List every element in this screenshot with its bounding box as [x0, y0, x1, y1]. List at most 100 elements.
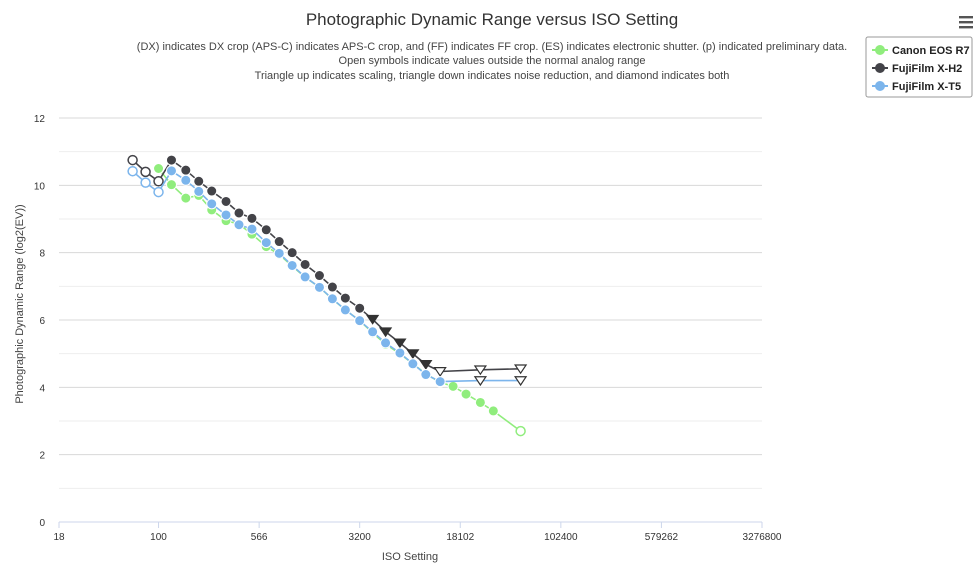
x-axis-title: ISO Setting — [382, 551, 438, 563]
data-point[interactable] — [406, 349, 420, 360]
y-axis-title: Photographic Dynamic Range (log2(EV)) — [14, 204, 26, 403]
data-point[interactable] — [378, 327, 393, 338]
data-point[interactable] — [326, 281, 338, 293]
y-tick-label: 0 — [39, 518, 45, 529]
x-tick-label: 579262 — [645, 532, 679, 543]
data-point[interactable] — [434, 376, 446, 388]
data-point[interactable] — [165, 179, 177, 191]
legend-symbol — [875, 63, 885, 73]
chart-subtitle-line-2: Open symbols indicate values outside the… — [339, 55, 646, 67]
data-point[interactable] — [206, 185, 218, 197]
data-point[interactable] — [193, 185, 205, 197]
data-point[interactable] — [313, 281, 325, 293]
y-tick-label: 8 — [39, 249, 45, 260]
data-point[interactable] — [487, 405, 499, 417]
legend-item[interactable]: FujiFilm X-T5 — [872, 81, 961, 93]
data-point[interactable] — [180, 192, 192, 204]
x-tick-label: 3200 — [349, 532, 372, 543]
series-1 — [127, 154, 528, 377]
data-point[interactable] — [326, 293, 338, 305]
legend-item[interactable]: FujiFilm X-H2 — [872, 63, 962, 75]
data-point[interactable] — [246, 223, 258, 235]
y-tick-label: 4 — [39, 383, 45, 394]
x-tick-label: 102400 — [544, 532, 578, 543]
menu-icon[interactable] — [959, 16, 973, 29]
data-point[interactable] — [433, 367, 447, 377]
data-point[interactable] — [447, 380, 459, 392]
x-tick-label: 566 — [251, 532, 268, 543]
chart-title: Photographic Dynamic Range versus ISO Se… — [306, 10, 678, 29]
data-point[interactable] — [407, 358, 419, 370]
legend-label: FujiFilm X-T5 — [892, 81, 961, 93]
data-point[interactable] — [127, 165, 138, 177]
y-axis-ticks: 0 2 4 6 8 10 12 — [34, 114, 46, 529]
data-point[interactable] — [233, 219, 245, 231]
chart-subtitle-line-1: (DX) indicates DX crop (APS-C) indicates… — [137, 41, 847, 53]
legend-label: Canon EOS R7 — [892, 45, 970, 57]
data-point[interactable] — [153, 176, 164, 187]
data-point[interactable] — [286, 247, 298, 259]
x-tick-label: 100 — [150, 532, 167, 543]
data-point[interactable] — [180, 174, 192, 186]
data-point[interactable] — [473, 376, 488, 387]
data-point[interactable] — [165, 154, 177, 166]
data-point[interactable] — [354, 315, 366, 327]
data-point[interactable] — [140, 177, 151, 188]
series-2 — [127, 165, 528, 388]
y-tick-label: 6 — [39, 316, 45, 327]
data-point[interactable] — [180, 164, 192, 176]
data-point[interactable] — [513, 376, 528, 387]
grid — [59, 117, 762, 489]
data-point[interactable] — [260, 237, 272, 249]
data-point[interactable] — [165, 165, 177, 177]
data-point[interactable] — [513, 364, 528, 375]
legend-label: FujiFilm X-H2 — [892, 63, 962, 75]
x-tick-label: 18 — [53, 532, 65, 543]
series-group — [127, 154, 528, 437]
data-point[interactable] — [246, 212, 258, 224]
data-point[interactable] — [339, 304, 351, 316]
y-tick-label: 12 — [34, 114, 46, 125]
data-point[interactable] — [367, 326, 379, 338]
data-point[interactable] — [273, 247, 285, 259]
data-point[interactable] — [233, 207, 245, 219]
data-point[interactable] — [140, 166, 151, 178]
series-line — [132, 158, 521, 373]
legend-item[interactable]: Canon EOS R7 — [872, 45, 970, 57]
data-point[interactable] — [354, 302, 366, 314]
data-point[interactable] — [153, 163, 165, 174]
legend-symbol — [875, 81, 885, 91]
data-point[interactable] — [286, 259, 298, 271]
data-point[interactable] — [193, 175, 205, 187]
data-point[interactable] — [380, 337, 392, 349]
data-point[interactable] — [153, 186, 164, 198]
chart-subtitle-line-3: Triangle up indicates scaling, triangle … — [255, 70, 730, 82]
data-point[interactable] — [474, 396, 486, 408]
data-point[interactable] — [394, 347, 406, 359]
data-point[interactable] — [460, 388, 472, 400]
x-tick-label: 3276800 — [743, 532, 782, 543]
data-point[interactable] — [393, 338, 407, 349]
data-point[interactable] — [127, 154, 138, 166]
data-point[interactable] — [273, 236, 285, 248]
y-tick-label: 10 — [34, 181, 46, 192]
series-line — [132, 169, 521, 383]
legend: Canon EOS R7 FujiFilm X-H2 FujiFilm X-T5 — [865, 36, 973, 98]
data-point[interactable] — [299, 271, 311, 283]
data-point[interactable] — [260, 224, 272, 236]
data-point[interactable] — [313, 270, 325, 282]
legend-symbol — [875, 45, 885, 55]
data-point[interactable] — [220, 209, 232, 221]
data-point[interactable] — [473, 365, 488, 376]
data-point[interactable] — [515, 425, 526, 437]
y-tick-label: 2 — [39, 451, 45, 462]
data-point[interactable] — [366, 314, 380, 325]
data-point[interactable] — [299, 258, 311, 270]
data-point[interactable] — [339, 292, 351, 304]
data-point[interactable] — [420, 369, 432, 381]
x-axis-ticks: 18 100 566 3200 18102 102400 579262 3276800 — [53, 522, 782, 543]
data-point[interactable] — [419, 359, 433, 370]
data-point[interactable] — [220, 195, 232, 207]
data-point[interactable] — [206, 198, 218, 210]
